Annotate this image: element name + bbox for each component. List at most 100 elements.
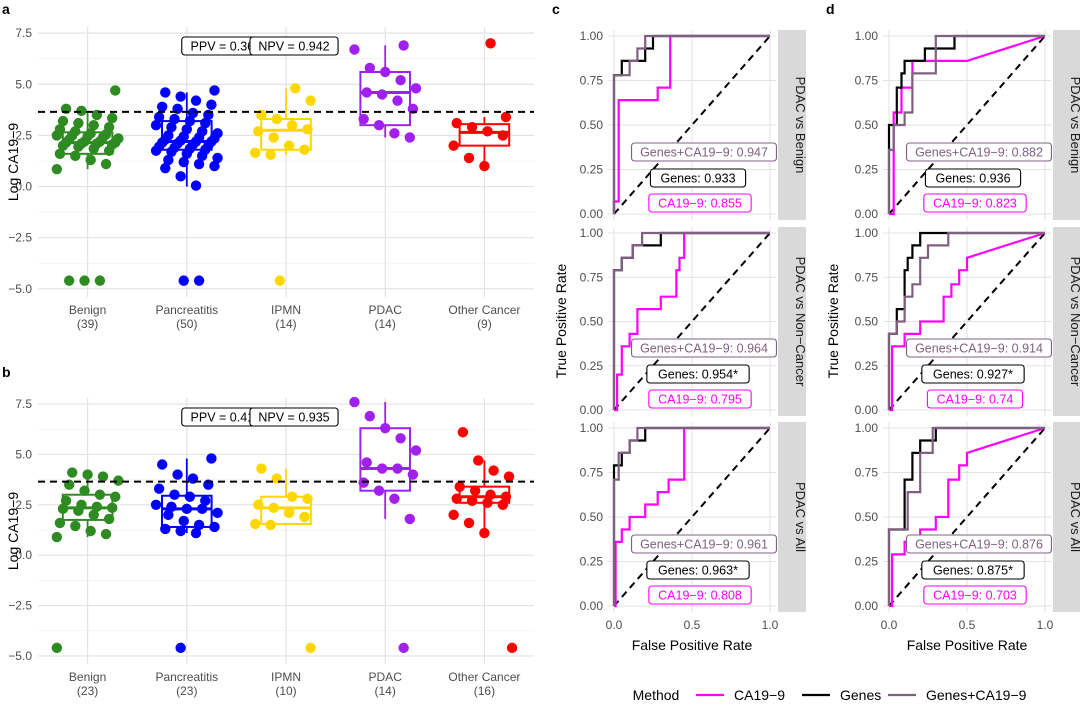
data-point [395,74,406,86]
legend-label-genes: Genes [840,687,881,703]
data-point [463,517,475,529]
panel-c: c True Positive Rate False Positive Rate PD… [552,1,808,653]
auc-label-ca19-frame [923,193,1027,213]
data-point [404,132,416,143]
data-point [482,497,493,508]
auc-label-genes: Genes: 0.875* [921,560,1025,580]
roc-curve-genes-ca- [612,231,770,410]
data-point [76,499,87,511]
y-tick-label: 0.50 [855,315,879,329]
legend-entry-genes-ca19: Genes+CA19−9 [888,687,1027,703]
y-tick-label: 0.0 [15,180,32,194]
y-tick-label: 7.5 [15,397,32,411]
y-tick-label: 0.00 [580,207,604,221]
data-point [250,147,261,158]
diagonal-reference [888,427,1046,607]
data-point [376,89,388,100]
data-point [209,521,220,533]
facet-pdac-vs-non-cancer: PDAC vs Non−Cancer 0.00 0.25 0.50 0.75 1.00 Ge… [855,226,1080,417]
data-point [85,128,96,139]
data-point [178,275,189,286]
panel-letter: a [2,1,10,17]
legend-label-ca19: CA19−9 [734,687,785,703]
data-point [67,467,78,478]
data-point [404,513,416,525]
npv-annotation: NPV = 0.935 [249,407,339,427]
data-point [85,154,96,166]
x-tick-count: (50) [176,317,197,331]
auc-label-ca19-text: CA19−9: 0.823 [933,197,1017,211]
x-tick-label: Benign [69,670,106,684]
y-tick-label: 0.75 [580,270,604,284]
y-tick-label: 1.00 [580,29,604,43]
auc-label-ca19-text: CA19−9: 0.74 [937,393,1014,407]
x-tick-label: 1.0 [1037,618,1054,632]
auc-label-genes: Genes: 0.933 [649,168,747,188]
group-pdac [349,396,422,654]
data-point [160,87,171,98]
auc-label-genes-ca19-text: Genes+CA19−9: 0.947 [640,146,768,160]
auc-label-ca19: CA19−9: 0.703 [923,585,1027,605]
auc-label-genes-text: Genes: 0.927* [933,368,1013,382]
facet-pdac-vs-all: PDAC vs All 0.00 0.25 0.50 0.75 1.00 Genes+CA1… [580,421,808,632]
data-point [107,112,118,124]
data-point [500,111,512,123]
y-tick-label: 0.0 [15,548,32,562]
data-point [463,152,475,164]
x-tick-count: (9) [477,317,492,331]
data-point [286,491,298,502]
y-tick-label: −2.5 [8,231,32,245]
data-point [54,517,66,529]
data-point [196,503,208,515]
auc-label-genes-ca19: Genes+CA19−9: 0.876 [905,534,1052,554]
auc-label-genes-text: Genes: 0.963* [658,564,738,578]
y-tick-label: 1.00 [855,29,879,43]
y-tick-label: 0.25 [855,555,879,569]
data-point [82,469,93,480]
facet-strip [778,422,806,612]
roc-curve-ca- [612,34,770,214]
data-point [153,111,165,123]
x-tick-count: (39) [77,317,98,331]
auc-label-genes-ca19-frame [630,142,777,162]
y-axis-label: True Positive Rate [553,263,569,378]
data-point [150,499,162,511]
roc-curve-genes-ca- [612,426,770,606]
x-tick-count: (23) [176,684,197,698]
x-tick-label: 0.5 [959,618,976,632]
data-point [193,158,205,170]
group-benign [51,85,124,286]
auc-label-genes-ca19-text: Genes+CA19−9: 0.882 [915,146,1043,160]
gridlines [38,27,534,297]
npv-annotation-frame [249,407,339,427]
y-tick-label: 0.75 [580,74,604,88]
diagonal-reference [613,35,771,215]
y-tick-label: −5.0 [8,282,32,296]
data-point [175,91,186,102]
auc-label-genes-frame [921,364,1025,384]
data-point [451,493,462,504]
gridlines [883,422,1051,612]
data-point [361,457,372,468]
x-tick-label: 0.0 [881,618,898,632]
data-point [70,126,81,137]
y-tick-label: 0.25 [855,163,879,177]
auc-label-genes: Genes: 0.954* [646,364,750,384]
data-point [209,85,220,96]
auc-label-genes-frame [921,560,1025,580]
x-tick-count: (14) [375,684,396,698]
data-point [163,130,174,141]
facet-pdac-vs-benign: PDAC vs Benign 0.00 0.25 0.50 0.75 1.00 Genes+… [580,29,808,221]
data-point [457,427,469,438]
diagonal-reference [888,232,1046,411]
auc-label-ca19-frame [926,389,1024,409]
data-point [103,122,115,133]
data-point [193,519,205,531]
x-tick-label: IPMN [271,303,301,317]
facet-strip-label: PDAC vs All [1068,482,1080,552]
auc-label-genes-ca19: Genes+CA19−9: 0.961 [630,534,777,554]
data-point [466,122,478,133]
auc-label-genes-text: Genes: 0.933 [660,172,735,186]
x-tick-label: 0.0 [606,618,623,632]
